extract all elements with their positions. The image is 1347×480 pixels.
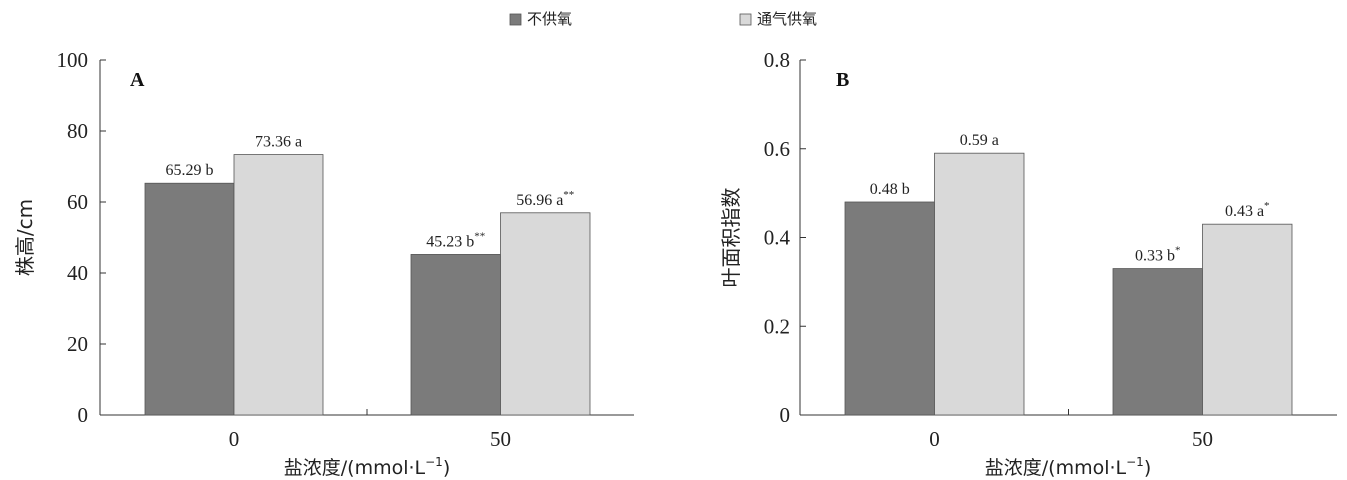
data-label-significance: * [1264,200,1270,212]
data-label-significance: ** [563,189,574,201]
bar [500,212,591,416]
x-axis-title: 盐浓度/(mmol·L−1) [284,455,450,479]
y-tick-label: 80 [67,119,88,143]
data-label: 0.59 a [960,132,999,149]
x-tick-label: 50 [490,427,511,451]
y-tick-label: 0 [78,403,89,427]
data-label-value: 0.43 a [1225,203,1264,220]
x-axis-title-sup: −1 [425,455,443,469]
x-tick-label: 0 [929,427,940,451]
chart-panel-b: 00.20.40.60.80.48 b0.59 a00.33 b*0.43 a*… [719,48,1337,479]
y-tick-label: 60 [67,190,88,214]
data-label-value: 45.23 b [426,233,474,250]
data-label: 0.48 b [870,181,910,198]
data-label-significance: ** [474,230,485,242]
bar [934,152,1025,416]
x-axis-title-close: ) [443,457,450,479]
bar [1112,268,1203,416]
data-label: 0.33 b* [1135,245,1181,265]
data-label: 73.36 a [255,134,302,151]
panel-label: B [836,69,849,91]
data-label-value: 0.59 a [960,132,999,149]
y-axis-title: 株高/cm [13,199,37,276]
legend-swatch [739,13,752,26]
y-tick-label: 0.6 [764,137,790,161]
data-label: 56.96 a** [516,189,574,209]
y-tick-label: 100 [57,48,89,72]
x-axis-title-text: 盐浓度/(mmol·L [284,457,426,479]
data-label-value: 56.96 a [516,192,563,209]
legend-swatch [509,13,522,26]
data-label-significance: * [1175,245,1181,257]
y-tick-label: 0.8 [764,48,790,72]
legend-label: 通气供氧 [757,10,817,28]
x-tick-label: 50 [1192,427,1213,451]
bar [144,182,235,416]
bar [1202,223,1293,416]
data-label: 45.23 b** [426,230,485,250]
legend: 不供氧 通气供氧 [509,10,817,28]
legend-label: 不供氧 [527,10,572,28]
y-tick-label: 40 [67,261,88,285]
x-axis-title-sup: −1 [1126,455,1144,469]
y-tick-label: 0.2 [764,314,790,338]
data-label-value: 73.36 a [255,134,302,151]
y-tick-label: 20 [67,332,88,356]
data-label: 65.29 b [166,162,214,179]
x-axis-title-text: 盐浓度/(mmol·L [985,457,1127,479]
bar [844,201,935,416]
bar [233,154,324,416]
x-axis-title: 盐浓度/(mmol·L−1) [985,455,1151,479]
data-label-value: 0.33 b [1135,248,1175,265]
panel-label: A [130,69,145,91]
y-axis-title: 叶面积指数 [719,188,743,288]
x-tick-label: 0 [229,427,240,451]
y-tick-label: 0 [780,403,791,427]
y-tick-label: 0.4 [764,226,791,250]
bar [410,254,501,416]
x-axis-title-close: ) [1144,457,1151,479]
data-label: 0.43 a* [1225,200,1270,220]
data-label-value: 65.29 b [166,162,214,179]
data-label-value: 0.48 b [870,181,910,198]
